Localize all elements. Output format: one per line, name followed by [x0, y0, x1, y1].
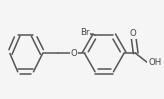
Text: O: O [71, 49, 77, 58]
Text: O: O [130, 29, 136, 38]
Text: Br: Br [80, 28, 89, 37]
Text: OH: OH [148, 58, 161, 67]
